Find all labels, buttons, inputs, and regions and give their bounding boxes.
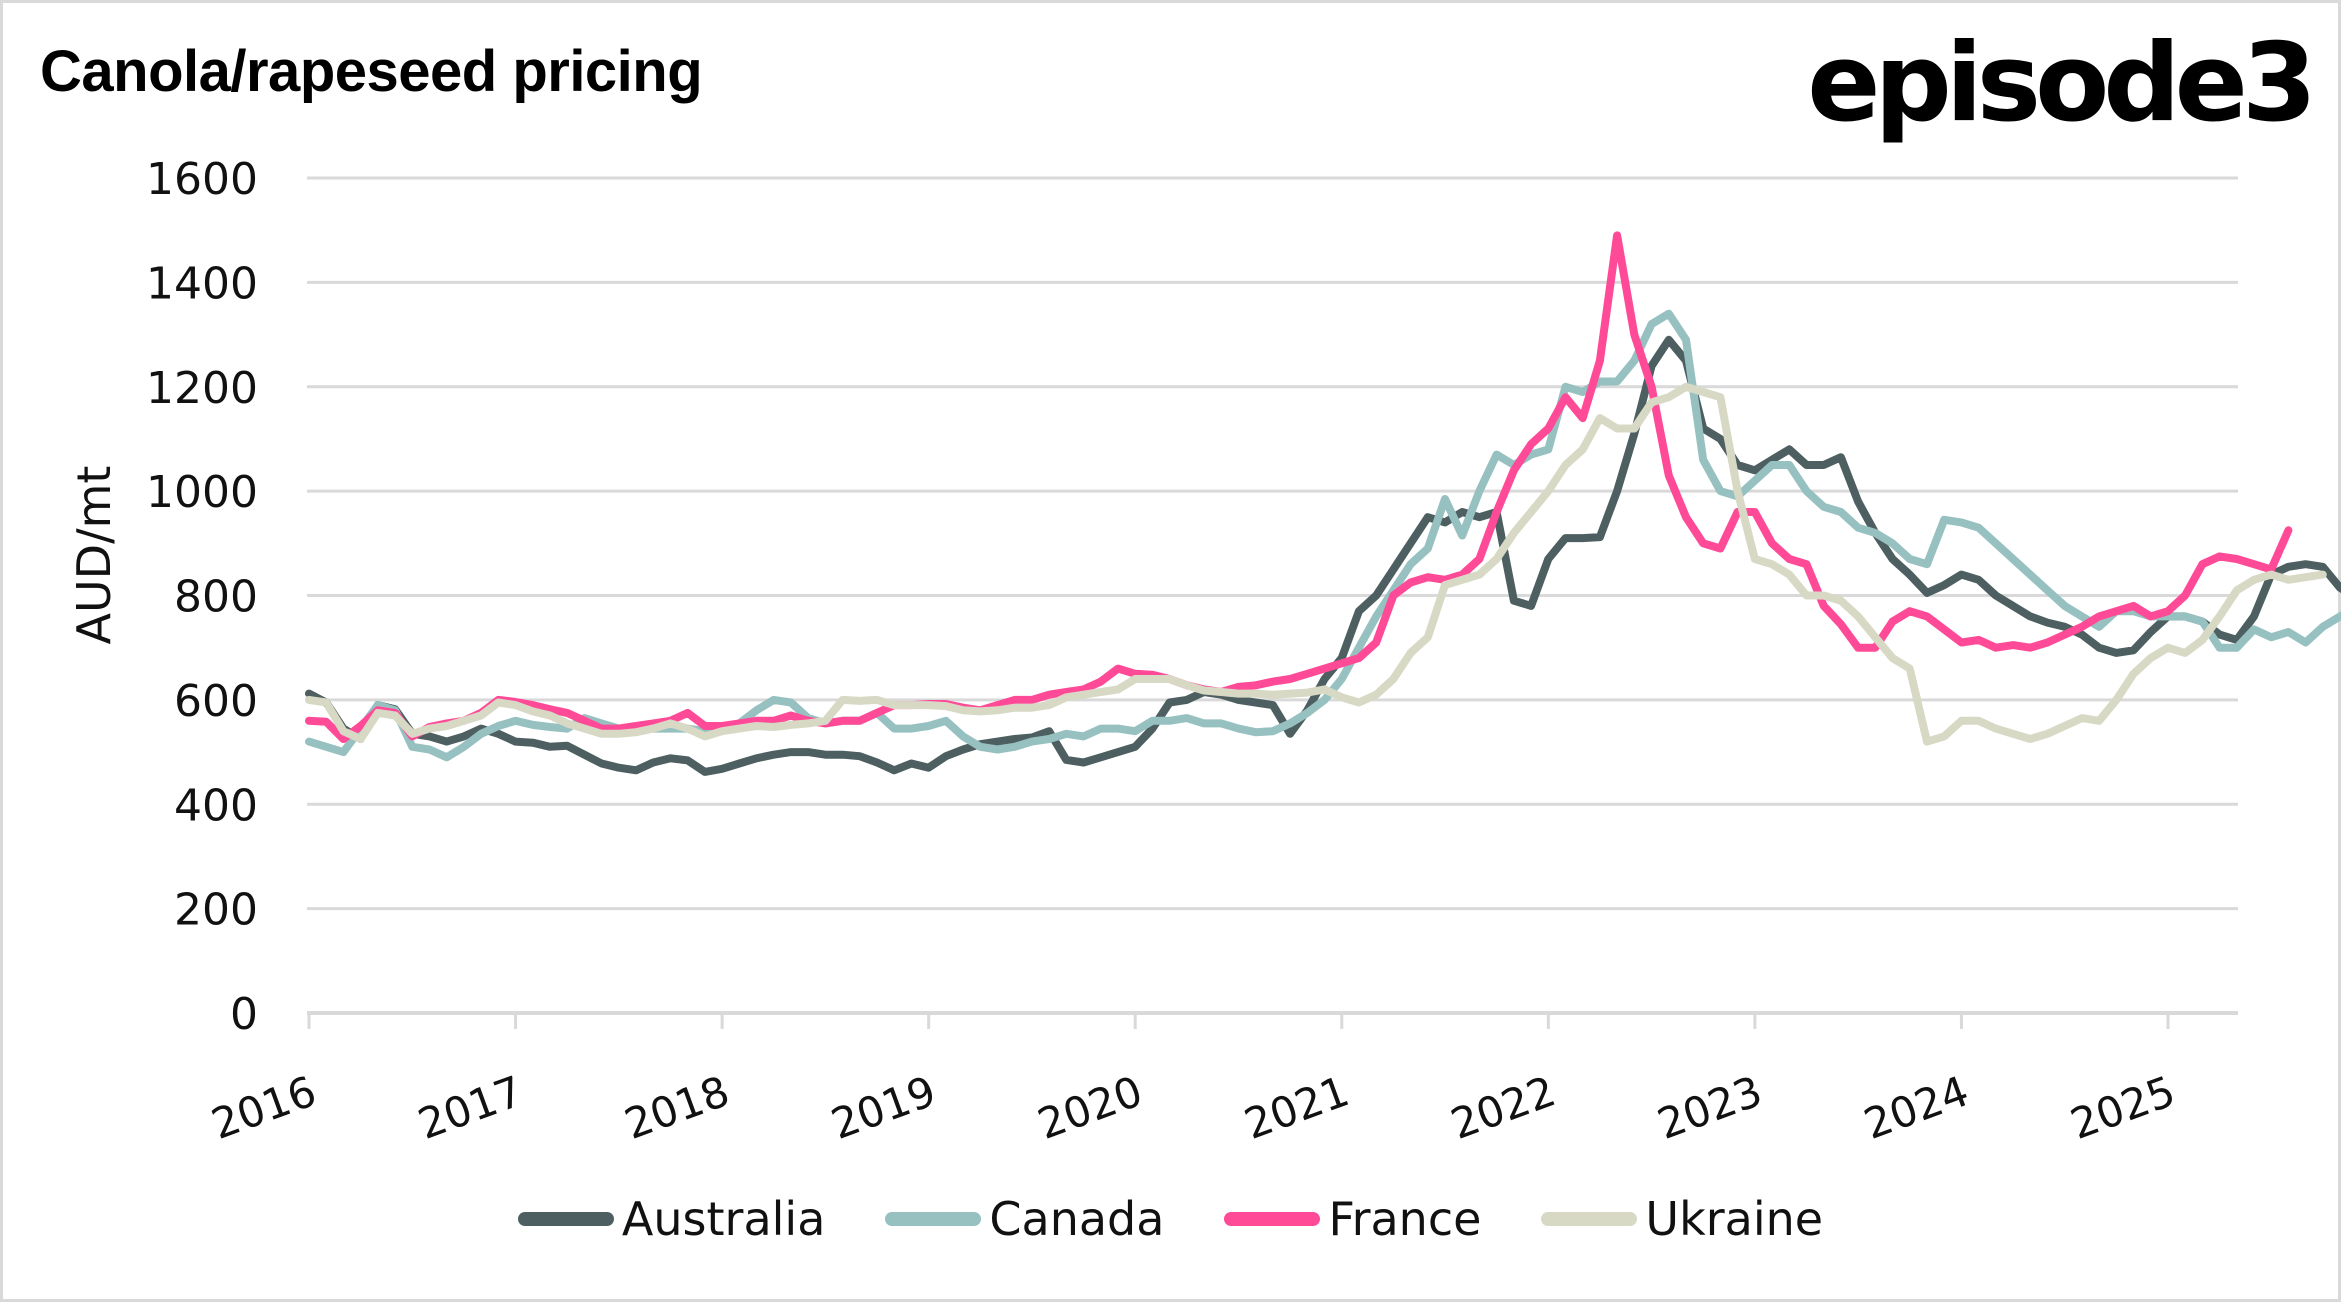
x-axis-ticks: 2016 2017 2018 2019 2020 2021 2022 2023 2024 2025 — [205, 1013, 2181, 1149]
gridlines — [307, 176, 2238, 1015]
x-tick-label: 2025 — [2064, 1066, 2181, 1149]
legend-item-ukraine: Ukraine — [1541, 1192, 1823, 1246]
legend-item-france: France — [1224, 1192, 1481, 1246]
series-lines — [305, 231, 2341, 776]
x-tick-label: 2022 — [1445, 1066, 1562, 1149]
legend-label: Australia — [621, 1192, 826, 1246]
y-tick-label: 1400 — [146, 258, 258, 309]
legend-label: France — [1328, 1192, 1482, 1246]
y-tick-label: 600 — [174, 676, 258, 727]
y-axis-label: AUD/mt — [67, 466, 121, 645]
legend-label: Canada — [989, 1192, 1165, 1246]
y-axis-ticks: 0 200 400 600 800 1000 1200 1400 1600 — [146, 154, 258, 1040]
y-tick-label: 1000 — [146, 467, 258, 518]
series-line-australia — [305, 335, 2341, 776]
x-tick-label: 2023 — [1651, 1066, 1768, 1149]
x-tick-label: 2020 — [1031, 1066, 1148, 1149]
x-tick-label: 2021 — [1238, 1066, 1355, 1149]
legend-swatch — [1224, 1212, 1321, 1226]
y-tick-label: 800 — [174, 572, 258, 623]
legend-swatch — [885, 1212, 982, 1226]
y-tick-label: 200 — [174, 885, 258, 936]
x-tick-label: 2017 — [412, 1066, 529, 1149]
legend-swatch — [1541, 1212, 1638, 1226]
x-tick-label: 2024 — [1858, 1066, 1975, 1149]
brand-logo: episode3 — [1807, 21, 2317, 146]
legend-swatch — [517, 1212, 614, 1226]
legend: Australia Canada France Ukraine — [0, 1192, 2341, 1246]
x-tick-label: 2016 — [205, 1066, 322, 1149]
legend-item-canada: Canada — [885, 1192, 1164, 1246]
chart-title: Canola/rapeseed pricing — [40, 39, 703, 104]
x-tick-label: 2019 — [825, 1066, 942, 1149]
series-line-france — [305, 231, 2293, 743]
x-tick-label: 2018 — [618, 1066, 735, 1149]
y-tick-label: 1600 — [146, 154, 258, 205]
y-tick-label: 0 — [230, 989, 258, 1040]
y-tick-label: 400 — [174, 780, 258, 831]
legend-label: Ukraine — [1645, 1192, 1824, 1246]
series-line-ukraine — [305, 382, 2327, 746]
y-tick-label: 1200 — [146, 363, 258, 414]
legend-item-australia: Australia — [517, 1192, 826, 1246]
